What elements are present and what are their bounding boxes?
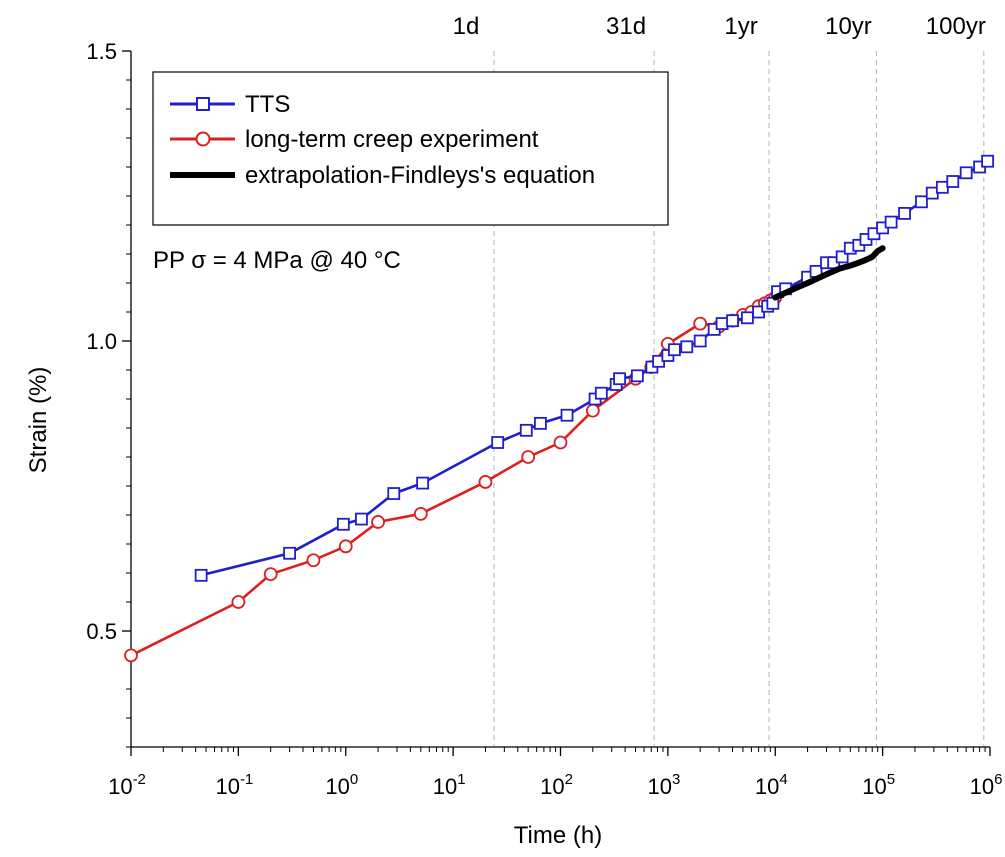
tts-point <box>726 314 739 328</box>
x-tick-base: 10 <box>755 774 779 799</box>
x-tick-base: 10 <box>433 774 457 799</box>
x-axis-ticks: 10-2 10-1 100 101 102 103 104 105 106 <box>108 747 1002 799</box>
legend-creep-label: long-term creep experiment <box>245 126 539 153</box>
tts-point <box>835 250 849 264</box>
y-tick-label: 0.5 <box>86 619 117 644</box>
x-tick-exponent: 1 <box>457 771 465 788</box>
series-layer <box>124 154 995 663</box>
y-axis-ticks: 0.5 1.0 1.5 <box>86 39 131 748</box>
tts-point <box>194 568 208 582</box>
annotation-text: PP σ = 4 MPa @ 40 °C <box>153 247 401 274</box>
tts-point <box>387 487 401 500</box>
top-label-0: 1d <box>453 13 480 40</box>
creep-point <box>338 539 353 554</box>
x-tick-label: 106 <box>970 771 1003 799</box>
tts-point <box>630 369 644 383</box>
legend-box <box>152 71 669 226</box>
legend: TTS long-term creep experiment extrapola… <box>152 71 669 226</box>
tts-point <box>613 372 626 386</box>
x-tick-label: 102 <box>540 771 573 799</box>
tts-point <box>884 215 898 229</box>
creep-point <box>521 450 536 464</box>
x-tick-label: 101 <box>433 771 466 799</box>
tts-point <box>981 154 995 168</box>
x-tick-label: 100 <box>325 771 358 799</box>
tts-point <box>667 343 681 357</box>
tts-point <box>534 416 547 430</box>
creep-point <box>585 403 600 418</box>
top-label-3: 10yr <box>825 13 872 40</box>
x-tick-label: 103 <box>647 771 680 799</box>
tts-point <box>594 386 608 400</box>
x-tick-exponent: -1 <box>240 771 253 788</box>
y-tick-label: 1.0 <box>86 329 117 354</box>
creep-point <box>371 515 385 529</box>
x-tick-base: 10 <box>970 774 994 799</box>
x-tick-base: 10 <box>647 774 671 799</box>
x-tick-label: 105 <box>862 771 895 799</box>
tts-point <box>959 166 973 180</box>
top-label-1: 31d <box>606 13 646 40</box>
x-tick-base: 10 <box>540 774 564 799</box>
x-tick-base: 10 <box>325 774 349 799</box>
tts-point <box>336 517 350 531</box>
tts-point <box>283 546 297 560</box>
tts-point <box>680 340 694 354</box>
tts-point <box>519 423 533 437</box>
legend-tts-marker <box>196 97 210 111</box>
series-0 <box>194 154 995 582</box>
x-tick-exponent: 2 <box>565 771 573 788</box>
series-line-2 <box>772 245 886 301</box>
series-2 <box>772 245 886 301</box>
x-tick-label: 10-1 <box>215 771 253 799</box>
x-tick-exponent: 6 <box>994 771 1002 788</box>
creep-point <box>124 648 138 663</box>
x-tick-exponent: 4 <box>779 771 787 788</box>
top-label-2: 1yr <box>724 13 757 40</box>
x-axis-title: Time (h) <box>514 822 602 849</box>
top-marker-gridlines <box>493 51 985 747</box>
legend-creep-marker <box>195 131 211 147</box>
legend-tts-label: TTS <box>245 91 290 118</box>
tts-point <box>355 512 368 526</box>
top-label-4: 100yr <box>926 13 986 40</box>
tts-point <box>693 334 707 348</box>
x-tick-label: 10-2 <box>108 771 146 799</box>
creep-point <box>553 435 568 450</box>
x-tick-exponent: 5 <box>887 771 895 788</box>
creep-point <box>231 595 246 609</box>
creep-point <box>306 553 321 568</box>
tts-point <box>491 436 505 449</box>
x-tick-exponent: 3 <box>672 771 680 788</box>
y-axis-title: Strain (%) <box>25 367 52 474</box>
tts-point <box>946 175 960 188</box>
x-tick-label: 104 <box>755 771 788 799</box>
top-time-labels: 1d 31d 1yr 10yr 100yr <box>453 13 986 40</box>
tts-point <box>715 317 729 331</box>
legend-extrapolation-label: extrapolation-Findleys's equation <box>245 162 595 189</box>
creep-point <box>263 567 278 582</box>
creep-point <box>413 506 428 521</box>
x-tick-exponent: 0 <box>350 771 358 788</box>
tts-point <box>416 476 430 490</box>
x-tick-base: 10 <box>108 774 132 799</box>
tts-point <box>935 180 949 194</box>
creep-point <box>478 475 493 489</box>
tts-point <box>898 206 911 220</box>
tts-point <box>560 408 574 422</box>
creep-point <box>693 316 708 331</box>
x-tick-base: 10 <box>862 774 886 799</box>
x-tick-exponent: -2 <box>133 771 146 788</box>
tts-point <box>740 311 754 325</box>
x-tick-base: 10 <box>215 774 239 799</box>
tts-point <box>915 195 928 209</box>
y-tick-label: 1.5 <box>86 39 117 64</box>
